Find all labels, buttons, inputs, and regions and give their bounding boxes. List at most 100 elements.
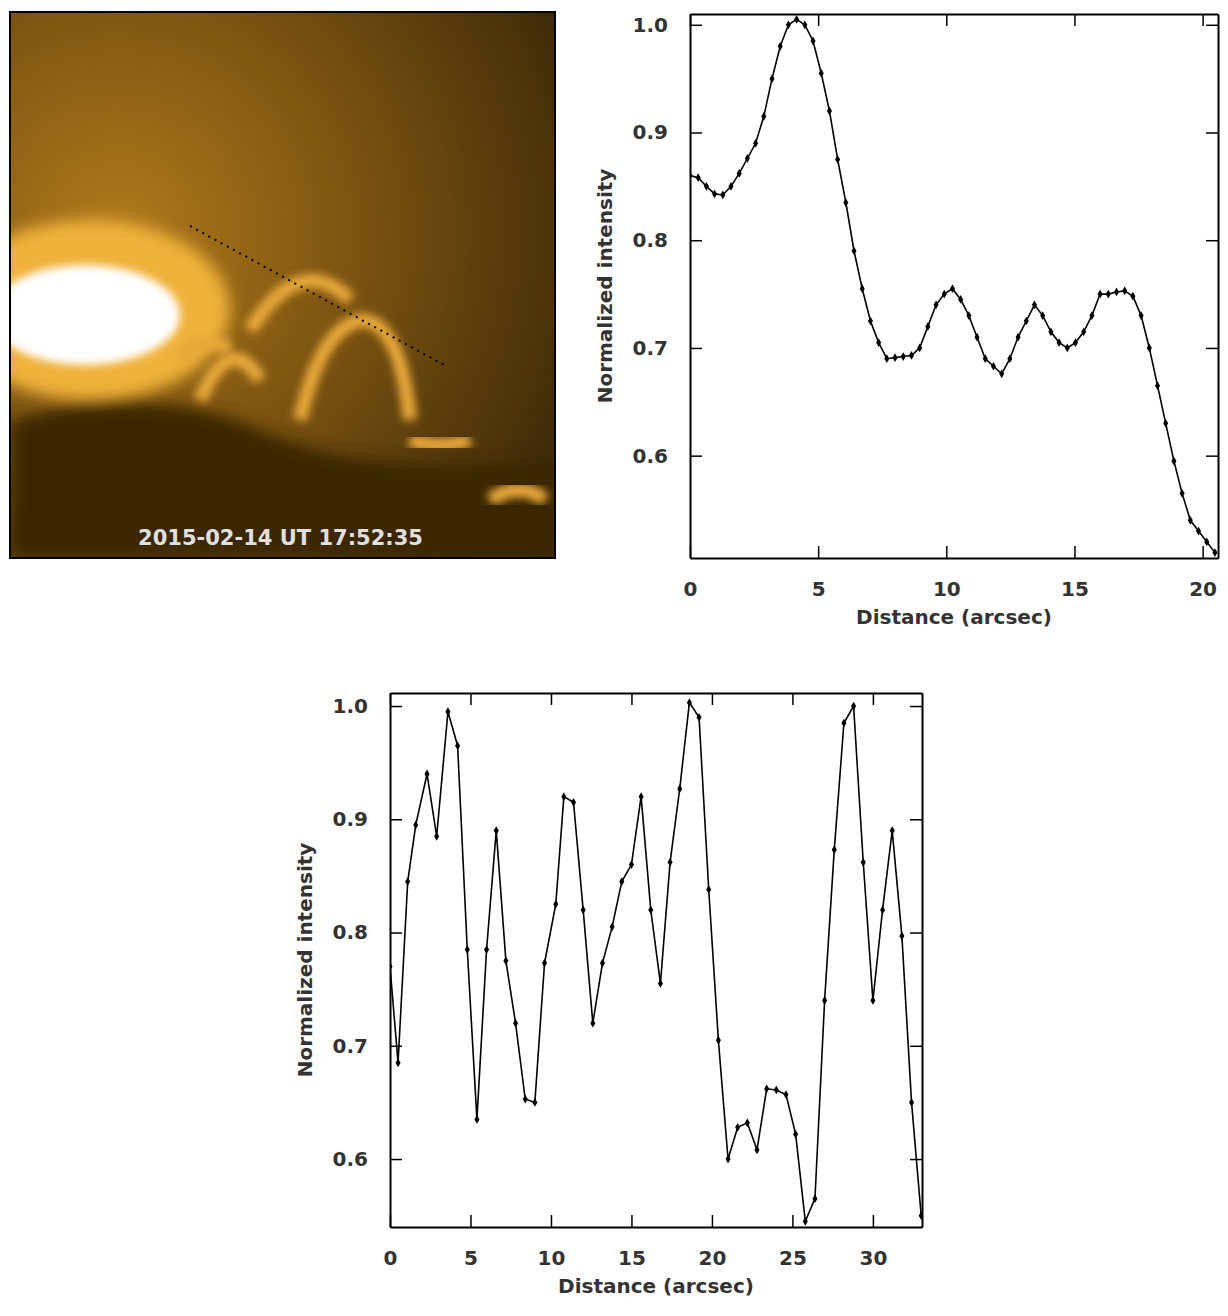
- tick-label: 5: [812, 577, 826, 601]
- tick-mark: [910, 932, 922, 934]
- chart: 0510152025300.60.70.80.91.0Distance (arc…: [293, 693, 924, 1298]
- tick-mark: [818, 14, 820, 26]
- tick: [873, 693, 874, 705]
- tick: 15: [1061, 546, 1089, 601]
- tick-mark: [1202, 14, 1204, 26]
- data-point: [445, 707, 450, 716]
- data-point: [841, 719, 846, 728]
- data-point: [434, 832, 439, 841]
- tick-mark: [690, 455, 702, 457]
- tick-mark: [690, 25, 702, 27]
- data-point: [726, 1155, 731, 1164]
- data-point: [1196, 527, 1201, 536]
- image-glow: [10, 220, 230, 400]
- axis-line: [691, 14, 1219, 16]
- data-point: [1098, 290, 1103, 299]
- data-point: [827, 107, 832, 116]
- data-point: [532, 1098, 537, 1107]
- data-point: [1032, 300, 1037, 309]
- data-point: [870, 996, 875, 1005]
- data-point: [590, 1019, 595, 1028]
- tick: [910, 933, 922, 934]
- data-point: [697, 713, 702, 722]
- tick-label: 30: [859, 1246, 887, 1270]
- data-point: [1057, 338, 1062, 347]
- data-point: [794, 15, 799, 24]
- tick-mark: [792, 1215, 794, 1227]
- tick: [1206, 25, 1218, 26]
- data-point: [819, 69, 824, 78]
- tick-mark: [1206, 132, 1218, 134]
- tick-mark: [470, 693, 472, 705]
- data-point: [503, 956, 508, 965]
- image-loop: [300, 320, 410, 420]
- plot-area: [390, 698, 922, 1225]
- tick: [1206, 132, 1218, 133]
- tick: 15: [618, 1215, 646, 1270]
- tick: [910, 1046, 922, 1047]
- data-point: [1114, 288, 1119, 297]
- x-axis-top: [691, 14, 1219, 26]
- data-point: [720, 191, 725, 200]
- tick-mark: [1074, 546, 1076, 558]
- x-axis-title: Distance (arcsec): [856, 605, 1052, 629]
- data-point: [793, 1130, 798, 1139]
- tick-mark: [818, 546, 820, 558]
- data-point: [917, 344, 922, 353]
- data-point: [1180, 489, 1185, 498]
- data-point: [909, 1098, 914, 1107]
- tick-mark: [873, 1215, 875, 1227]
- data-line: [390, 703, 921, 1222]
- data-point: [958, 295, 963, 304]
- tick-label: 0.7: [333, 1034, 368, 1058]
- data-point: [942, 290, 947, 299]
- data-point: [843, 198, 848, 207]
- data-point: [405, 877, 410, 886]
- data-point: [716, 1036, 721, 1045]
- data-point: [696, 173, 701, 182]
- tick: 0.7: [633, 336, 702, 360]
- data-point: [1081, 327, 1086, 336]
- data-point: [542, 959, 547, 968]
- tick-label: 10: [538, 1246, 566, 1270]
- data-point: [811, 37, 816, 46]
- tick: [792, 693, 793, 705]
- tick-mark: [390, 819, 402, 821]
- data-point: [465, 945, 470, 954]
- tick: 5: [812, 546, 826, 601]
- tick-label: 1.0: [633, 13, 668, 37]
- tick-label: 0: [684, 577, 698, 601]
- tick: 0.9: [333, 807, 402, 831]
- data-point: [561, 792, 566, 801]
- y-axis-right: [1206, 15, 1219, 559]
- tick-label: 0.9: [333, 807, 368, 831]
- y-axis-title: Normalized intensity: [293, 843, 317, 1078]
- tick: [1203, 14, 1204, 26]
- tick: 5: [464, 1215, 478, 1270]
- x-axis: 051015202530: [384, 1215, 923, 1270]
- tick: [1206, 456, 1218, 457]
- data-point: [1155, 381, 1160, 390]
- data-point: [690, 171, 693, 180]
- tick-label: 20: [699, 1246, 727, 1270]
- y-axis: 0.60.70.80.91.0: [333, 694, 402, 1228]
- data-point: [812, 1194, 817, 1203]
- tick: 1.0: [333, 694, 402, 718]
- tick: 0.9: [633, 120, 702, 144]
- data-point: [754, 1146, 759, 1155]
- data-point: [1130, 292, 1135, 301]
- data-point: [1016, 333, 1021, 342]
- data-point: [774, 1086, 779, 1095]
- tick-mark: [946, 14, 948, 26]
- axis-line: [922, 694, 924, 1228]
- data-point: [677, 784, 682, 793]
- tick-label: 0.6: [633, 444, 668, 468]
- data-point: [786, 20, 791, 29]
- data-point: [639, 792, 644, 801]
- tick-mark: [390, 1159, 402, 1161]
- data-point: [764, 1084, 769, 1093]
- tick-label: 10: [933, 577, 961, 601]
- tick: [910, 706, 922, 707]
- data-point: [390, 962, 393, 971]
- tick: 30: [859, 1215, 887, 1270]
